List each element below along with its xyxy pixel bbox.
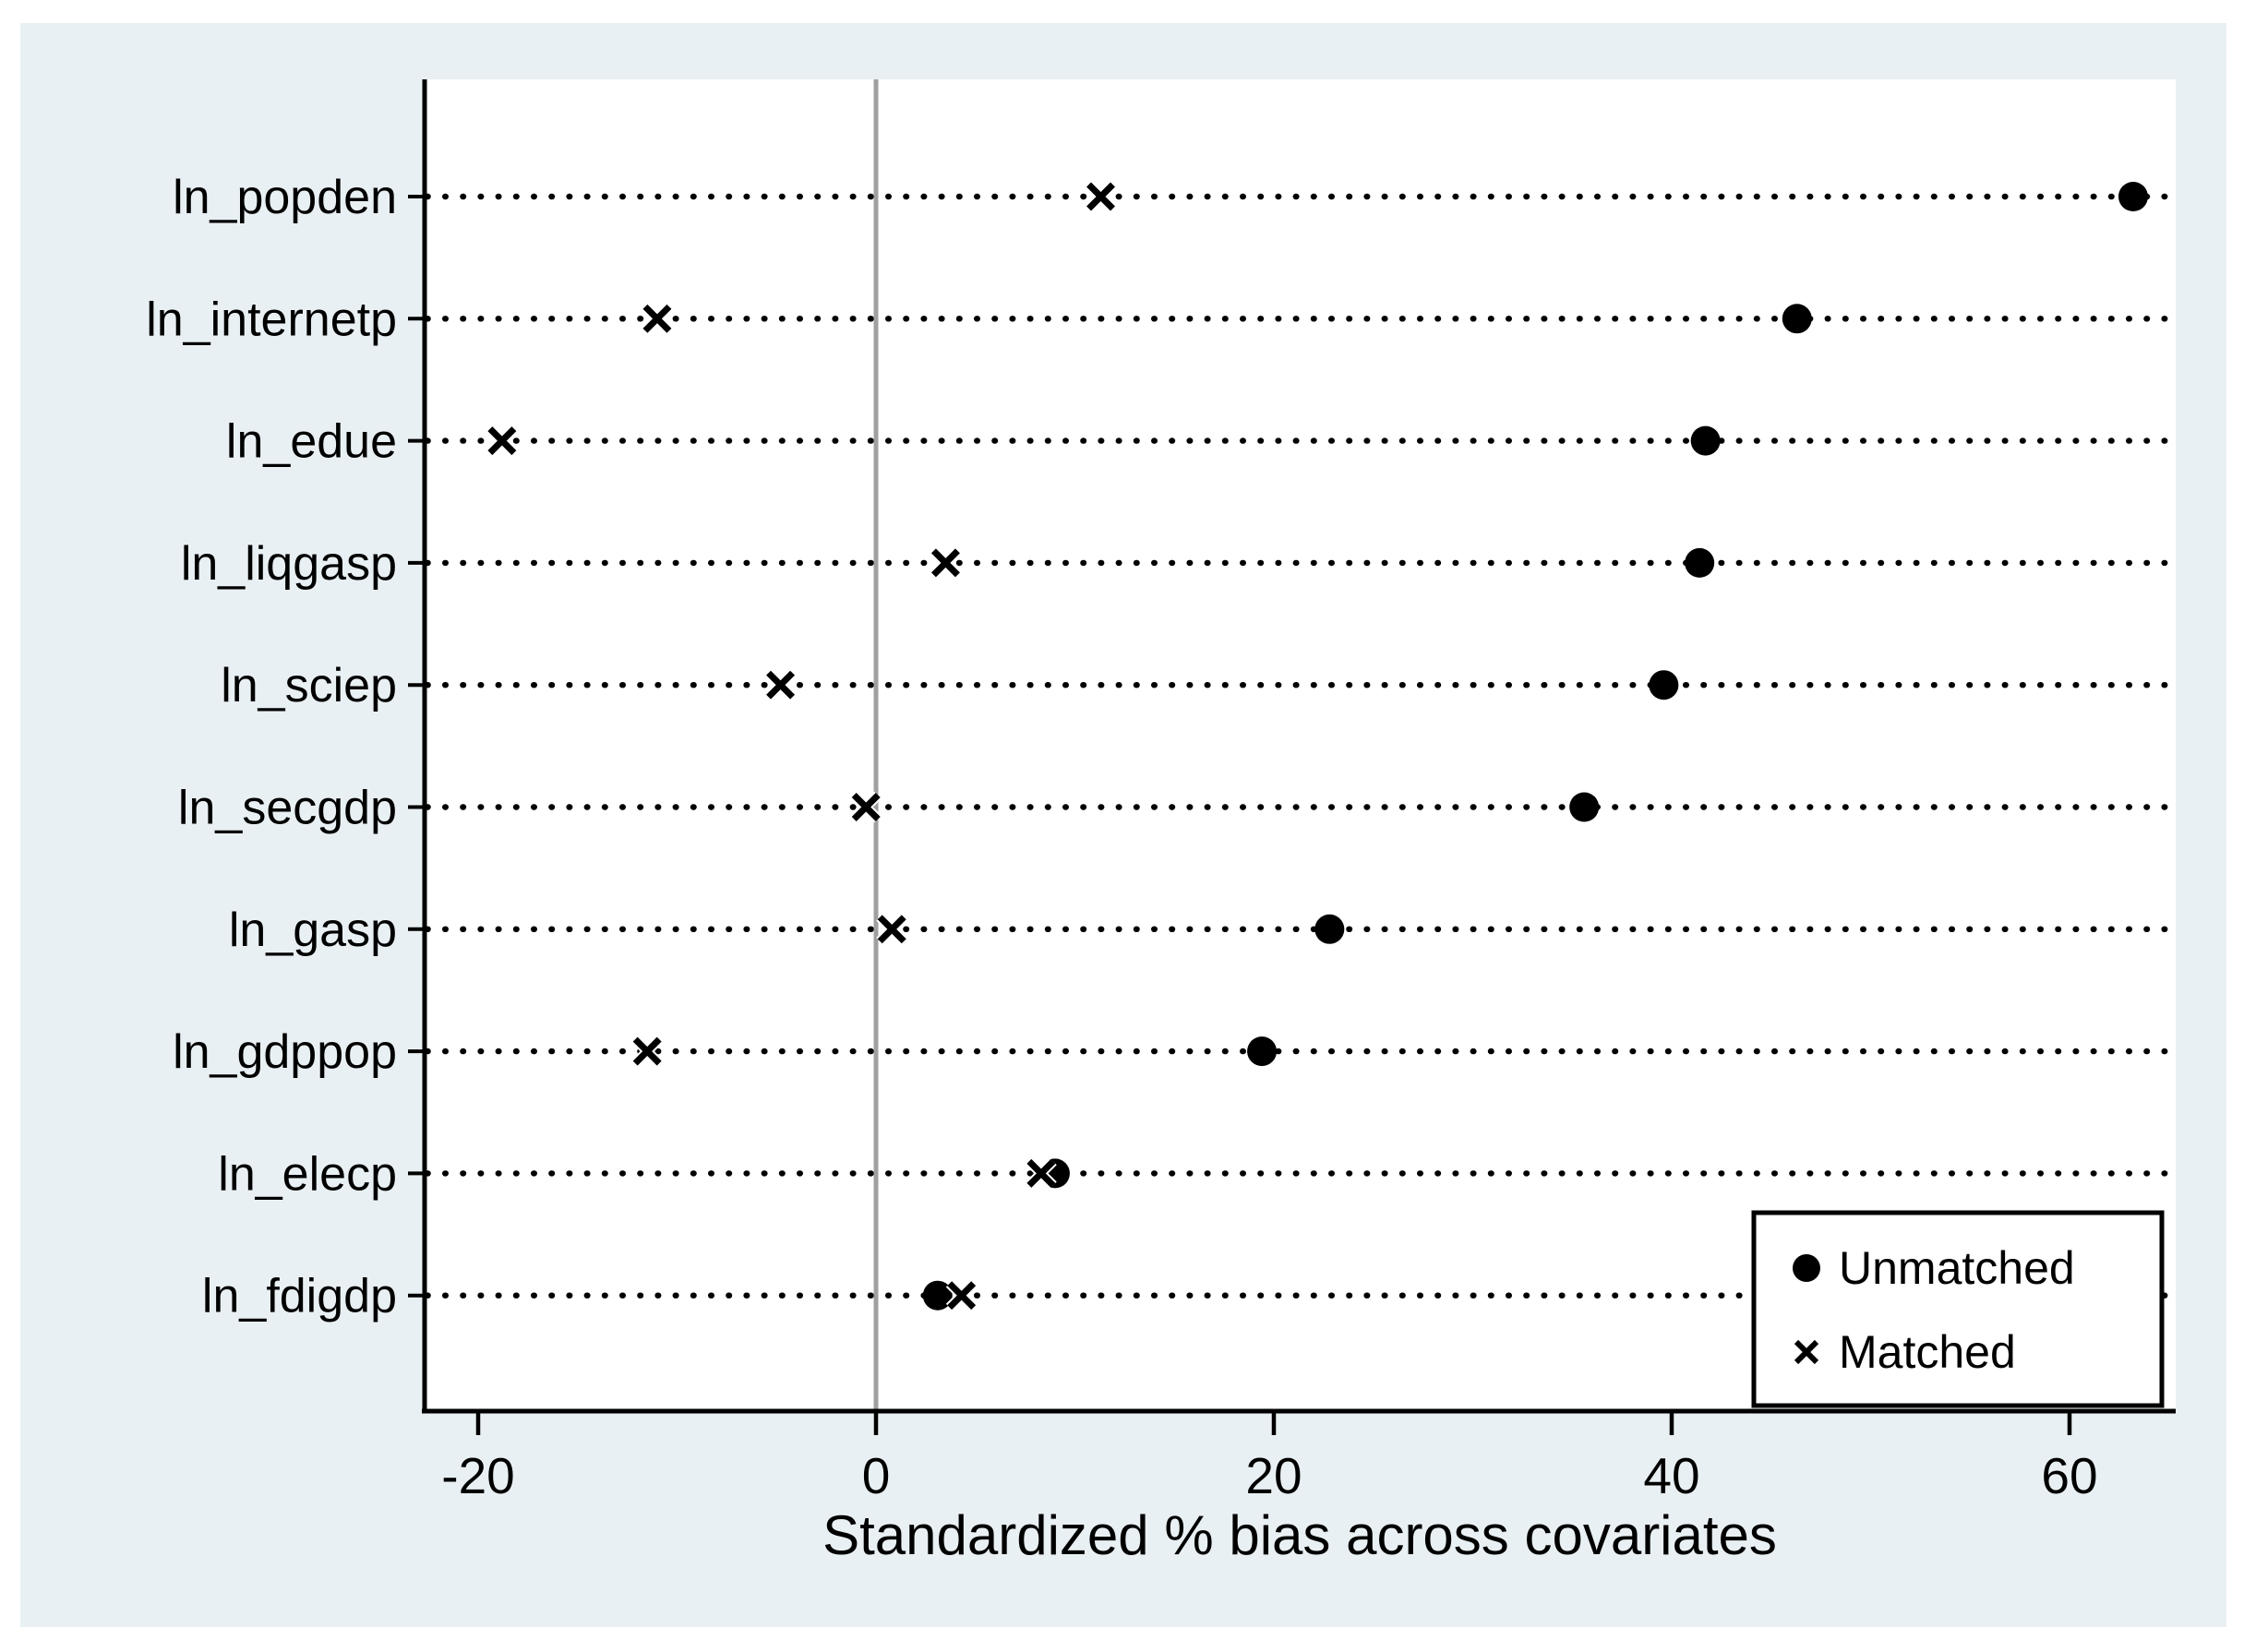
unmatched-marker [1782,304,1812,334]
category-label: ln_popden [173,171,397,224]
legend: Unmatched Matched [1751,1210,2165,1408]
category-label: ln_gasp [229,904,397,957]
category-label: ln_edue [226,415,397,469]
x-axis-title: Standardized % bias across covariates [822,1504,1777,1566]
category-label: ln_elecp [218,1147,397,1201]
matched-marker [1026,1158,1056,1188]
category-label: ln_fdigdp [202,1270,397,1323]
unmatched-marker [1690,425,1721,456]
x-tick-label: -20 [441,1447,515,1504]
category-label: ln_liqgasp [181,537,397,591]
unmatched-marker [2118,182,2148,211]
unmatched-marker [1649,670,1679,700]
category-label: ln_sciep [221,659,397,712]
legend-box [1751,1210,2165,1408]
category-label: ln_gdppop [173,1025,397,1079]
x-tick-label: 40 [1643,1447,1699,1504]
unmatched-marker [1314,914,1345,944]
matched-marker [877,915,906,944]
matched-marker [851,793,881,821]
unmatched-marker [922,1280,953,1311]
matched-marker [766,670,796,700]
matched-marker [632,1036,662,1066]
legend-unmatched-circle-icon [1793,1254,1820,1282]
x-tick-label: 60 [2041,1447,2097,1504]
legend-unmatched-label: Unmatched [1839,1242,2075,1294]
category-label: ln_internetp [146,293,397,346]
unmatched-marker [1569,792,1600,822]
plot-area [425,79,2176,1411]
matched-marker [930,548,960,578]
matched-marker [487,426,517,456]
legend-matched-label: Matched [1839,1326,2016,1378]
unmatched-marker [1247,1036,1278,1067]
x-tick-label: 0 [862,1447,891,1504]
category-label: ln_secgdp [178,782,397,835]
matched-marker [642,304,672,333]
matched-marker [1086,182,1115,211]
legend-matched-x-icon [1794,1339,1819,1365]
x-axis-ticks: -20 0 20 40 60 [441,1411,2098,1504]
matched-marker [947,1281,977,1311]
data-markers [486,181,2148,1311]
y-axis-labels: ln_popden ln_internetp ln_edue ln_liqgaspln… [146,171,397,1323]
x-tick-label: 20 [1245,1447,1302,1504]
unmatched-marker [1685,547,1715,578]
